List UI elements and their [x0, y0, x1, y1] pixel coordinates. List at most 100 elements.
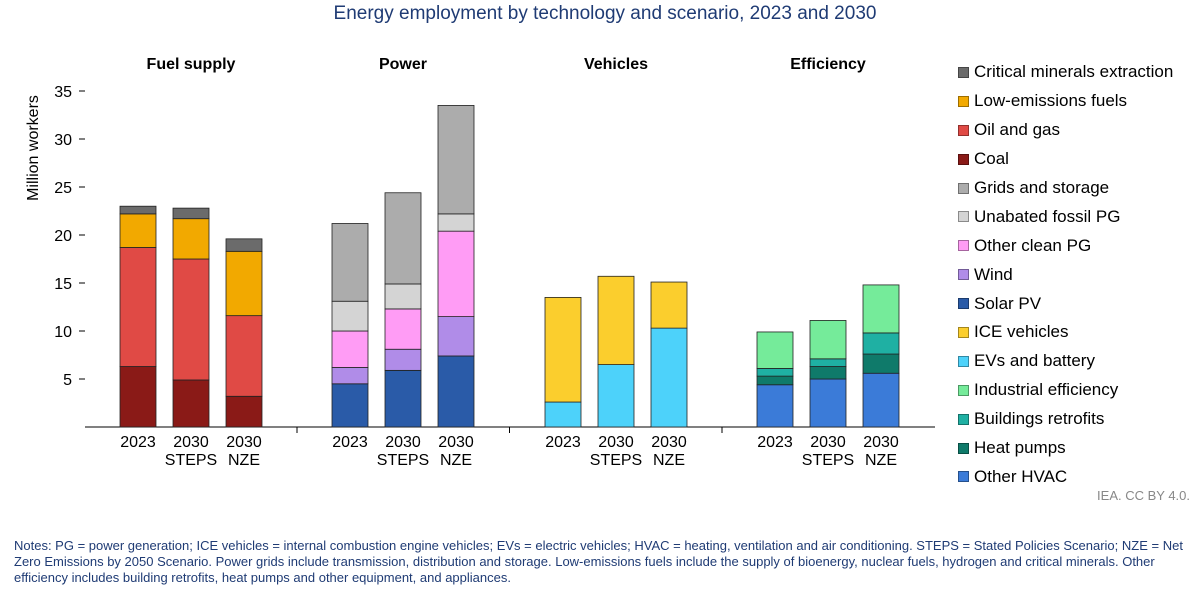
bar-segment-solar-pv — [331, 383, 369, 428]
bar-segment-solar-pv — [384, 369, 422, 428]
legend-item-heat-pumps: Heat pumps — [958, 434, 1173, 463]
bar-segment-industrial-efficiency — [862, 284, 900, 334]
x-tick-label: NZE — [440, 452, 472, 469]
legend-swatch — [958, 355, 969, 367]
chart-title: Energy employment by technology and scen… — [333, 3, 877, 24]
bar-segment-buildings-retrofits — [862, 332, 900, 355]
legend-swatch — [958, 269, 969, 281]
legend-item-grids-and-storage: Grids and storage — [958, 174, 1173, 203]
legend-item-coal: Coal — [958, 145, 1173, 174]
y-tick-label: 30 — [54, 132, 72, 149]
legend-label: EVs and battery — [974, 351, 1095, 371]
legend-swatch — [958, 298, 969, 310]
legend-item-low-emissions-fuels: Low-emissions fuels — [958, 87, 1173, 116]
bar-segment-unabated-fossil-pg — [437, 213, 475, 232]
bar-segment-grids-and-storage — [437, 105, 475, 215]
legend-item-other-clean-pg: Other clean PG — [958, 231, 1173, 260]
y-tick-label: 35 — [54, 84, 72, 101]
y-tick-label: 10 — [54, 324, 72, 341]
x-tick-label: STEPS — [590, 452, 642, 469]
bar-segment-coal — [119, 366, 157, 428]
bar-segment-heat-pumps — [756, 375, 794, 386]
bar-segment-low-emissions-fuels — [225, 250, 263, 317]
bar-segment-wind — [384, 348, 422, 371]
legend-item-critical-minerals-extraction: Critical minerals extraction — [958, 58, 1173, 87]
legend-item-wind: Wind — [958, 260, 1173, 289]
bar-segment-evs-and-battery — [544, 401, 582, 428]
x-tick-label: NZE — [653, 452, 685, 469]
x-tick-label: 2030 — [438, 434, 474, 451]
bar-segment-ice-vehicles — [544, 296, 582, 403]
chart-legend: Critical minerals extraction Low-emission… — [958, 58, 1173, 491]
x-tick-label: 2023 — [545, 434, 581, 451]
bar-segment-low-emissions-fuels — [172, 218, 210, 260]
legend-item-solar-pv: Solar PV — [958, 289, 1173, 318]
bar-segment-industrial-efficiency — [756, 331, 794, 369]
x-tick-label: 2030 — [810, 434, 846, 451]
legend-label: Other HVAC — [974, 466, 1068, 486]
legend-item-evs-and-battery: EVs and battery — [958, 347, 1173, 376]
legend-label: Grids and storage — [974, 178, 1110, 197]
bar-segment-wind — [331, 367, 369, 385]
group-title-efficiency: Efficiency — [790, 56, 866, 73]
bar-segment-industrial-efficiency — [809, 320, 847, 360]
x-tick-label: NZE — [228, 452, 260, 469]
bar-segment-grids-and-storage — [384, 192, 422, 285]
bar-segment-oil-and-gas — [119, 247, 157, 367]
y-axis-label: Million workers — [25, 95, 42, 201]
legend-label: Solar PV — [974, 293, 1042, 313]
bar-segment-wind — [437, 316, 475, 357]
legend-label: Low-emissions fuels — [974, 91, 1128, 111]
legend-swatch — [958, 66, 969, 78]
x-tick-label: 2023 — [120, 434, 156, 451]
bar-segment-other-clean-pg — [331, 330, 369, 368]
legend-item-industrial-efficiency: Industrial efficiency — [958, 376, 1173, 405]
legend-swatch — [958, 442, 969, 454]
bar-segment-unabated-fossil-pg — [331, 300, 369, 332]
x-tick-label: 2030 — [598, 434, 634, 451]
legend-label: Industrial efficiency — [974, 380, 1119, 400]
credit-text: IEA. CC BY 4.0. — [1097, 488, 1190, 503]
bar-segment-coal — [172, 379, 210, 428]
legend-swatch — [958, 211, 969, 223]
bar-segment-critical-minerals-extraction — [119, 205, 157, 215]
group-title-fuel-supply: Fuel supply — [147, 56, 236, 73]
x-tick-label: 2030 — [173, 434, 209, 451]
x-tick-label: STEPS — [377, 452, 429, 469]
bar-segment-oil-and-gas — [225, 315, 263, 397]
legend-label: Oil and gas — [974, 120, 1060, 140]
legend-label: Coal — [974, 149, 1009, 169]
x-tick-label: 2030 — [863, 434, 899, 451]
bar-segment-ice-vehicles — [597, 275, 635, 365]
x-tick-label: 2030 — [385, 434, 421, 451]
legend-swatch — [958, 471, 969, 483]
x-tick-label: 2023 — [332, 434, 368, 451]
x-tick-label: 2023 — [757, 434, 793, 451]
bar-segment-buildings-retrofits — [809, 358, 847, 367]
legend-swatch — [958, 153, 969, 165]
bar-segment-other-hvac — [756, 384, 794, 428]
legend-label: Other clean PG — [974, 235, 1092, 255]
bar-segment-heat-pumps — [809, 366, 847, 380]
legend-label: Buildings retrofits — [974, 409, 1105, 429]
chart-notes: Notes: PG = power generation; ICE vehicl… — [14, 538, 1183, 585]
bar-segment-low-emissions-fuels — [119, 213, 157, 248]
legend-item-oil-and-gas: Oil and gas — [958, 116, 1173, 145]
bar-segment-heat-pumps — [862, 353, 900, 374]
bar-segment-solar-pv — [437, 355, 475, 428]
legend-item-ice-vehicles: ICE vehicles — [958, 318, 1173, 347]
legend-label: Unabated fossil PG — [974, 206, 1121, 226]
legend-item-other-hvac: Other HVAC — [958, 462, 1173, 491]
x-tick-label: 2030 — [651, 434, 687, 451]
legend-swatch — [958, 182, 969, 194]
bar-segment-unabated-fossil-pg — [384, 283, 422, 310]
y-tick-label: 20 — [54, 228, 72, 245]
bar-segment-oil-and-gas — [172, 258, 210, 381]
x-tick-label: 2030 — [226, 434, 262, 451]
bar-segment-other-clean-pg — [384, 308, 422, 350]
bar-segment-grids-and-storage — [331, 223, 369, 302]
group-title-power: Power — [379, 56, 427, 73]
bar-segment-evs-and-battery — [650, 327, 688, 428]
bar-segment-other-hvac — [809, 378, 847, 428]
legend-label: Heat pumps — [974, 438, 1066, 458]
